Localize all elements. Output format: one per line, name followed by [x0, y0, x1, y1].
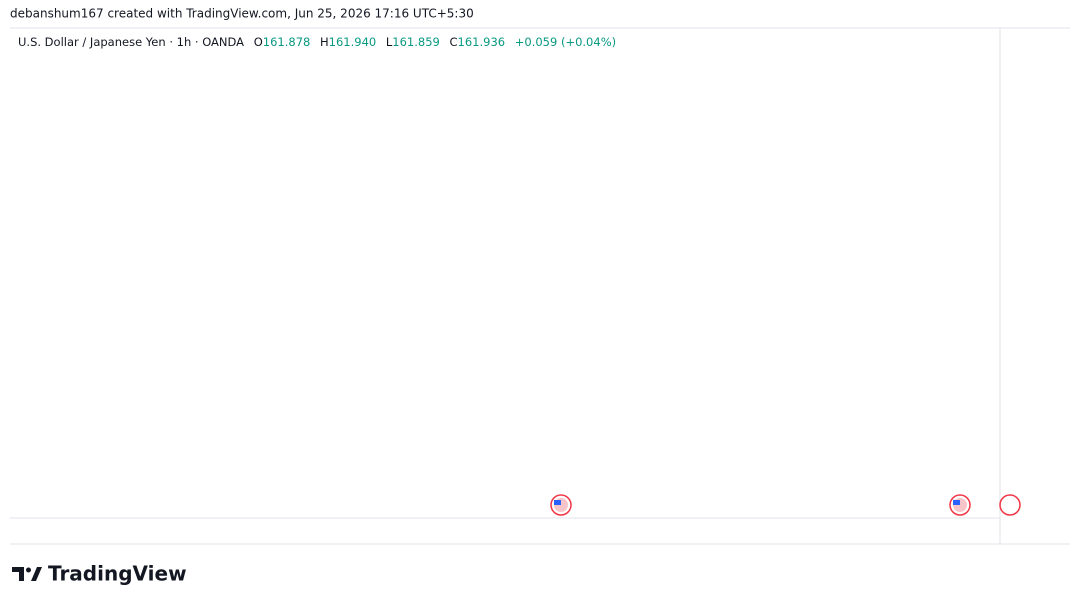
legend-value: 161.936 [458, 35, 506, 49]
legend: U.S. Dollar / Japanese Yen · 1h · OANDA … [18, 35, 616, 49]
legend-change: +0.059 (+0.04%) [515, 35, 616, 49]
event-icon [550, 494, 1021, 516]
legend-key: O [254, 35, 263, 49]
legend-key: C [450, 35, 458, 49]
legend-value: 161.940 [329, 35, 377, 49]
legend-key: H [320, 35, 329, 49]
legend-value: 161.859 [392, 35, 440, 49]
legend-key: L [386, 35, 393, 49]
logo [12, 567, 42, 581]
legend-symbol: U.S. Dollar / Japanese Yen · 1h · OANDA [18, 35, 244, 49]
legend-value: 161.878 [263, 35, 311, 49]
brand: TradingView [48, 562, 187, 586]
header: debanshum167 created with TradingView.co… [10, 7, 474, 21]
